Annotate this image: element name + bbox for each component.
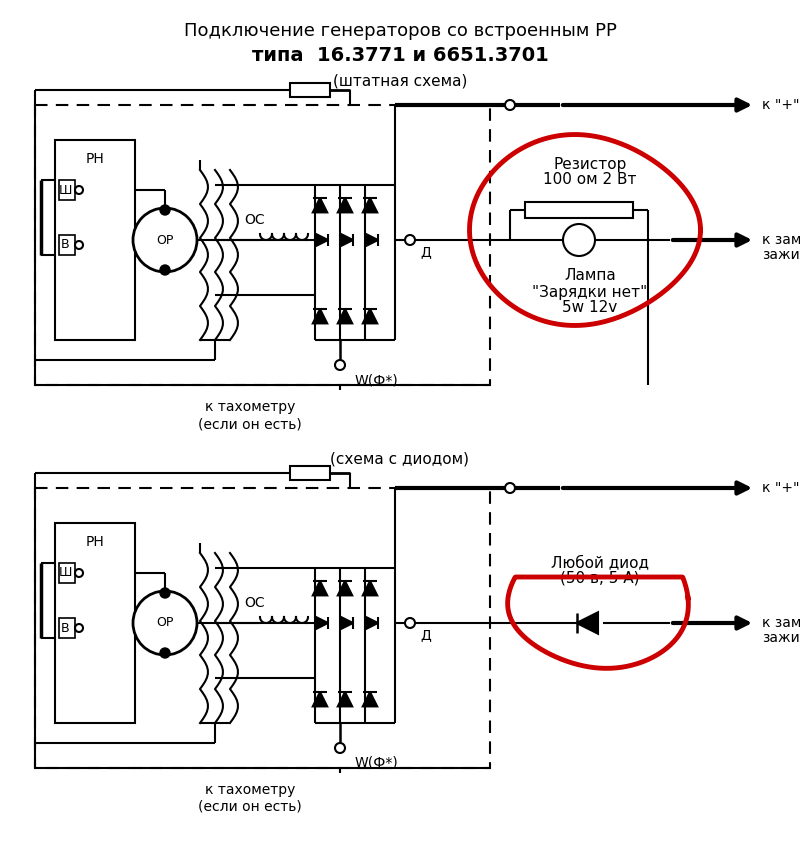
Text: Д: Д	[420, 245, 430, 259]
Bar	[290, 466, 330, 480]
Text: "Зарядки нет": "Зарядки нет"	[532, 284, 648, 300]
Circle shape	[75, 186, 83, 194]
Circle shape	[505, 483, 515, 493]
Text: к "+" АКБ: к "+" АКБ	[762, 481, 800, 495]
Polygon shape	[338, 692, 352, 706]
Circle shape	[505, 100, 515, 110]
Text: (если он есть): (если он есть)	[198, 417, 302, 431]
Circle shape	[75, 624, 83, 632]
Polygon shape	[365, 617, 378, 630]
Polygon shape	[338, 198, 352, 213]
Text: (штатная схема): (штатная схема)	[333, 74, 467, 89]
Bar	[35, 105, 490, 385]
Text: Любой диод: Любой диод	[551, 556, 649, 570]
Polygon shape	[315, 617, 328, 630]
Polygon shape	[313, 309, 327, 323]
Polygon shape	[365, 234, 378, 247]
Text: (схема с диодом): (схема с диодом)	[330, 452, 470, 467]
Polygon shape	[313, 692, 327, 706]
Text: В: В	[61, 621, 70, 635]
Text: В: В	[61, 238, 70, 252]
Circle shape	[335, 743, 345, 753]
Text: 100 ом 2 Вт: 100 ом 2 Вт	[543, 173, 637, 187]
Bar	[59, 618, 75, 638]
Text: зажигания: зажигания	[762, 248, 800, 262]
Circle shape	[405, 618, 415, 628]
Polygon shape	[338, 581, 352, 596]
Circle shape	[405, 235, 415, 245]
Polygon shape	[363, 581, 378, 596]
Polygon shape	[363, 692, 378, 706]
Circle shape	[563, 224, 595, 256]
Text: Д: Д	[420, 628, 430, 642]
Polygon shape	[338, 309, 352, 323]
Text: Лампа: Лампа	[564, 267, 616, 283]
Polygon shape	[340, 234, 353, 247]
Text: к тахометру: к тахометру	[205, 783, 295, 797]
Bar	[35, 488, 490, 768]
Polygon shape	[315, 234, 328, 247]
Polygon shape	[577, 613, 598, 633]
Text: W(Ф*): W(Ф*)	[355, 756, 398, 770]
Bar	[525, 202, 633, 218]
Text: к "+" АКБ: к "+" АКБ	[762, 98, 800, 112]
Polygon shape	[363, 198, 378, 213]
Text: РН: РН	[86, 152, 104, 166]
Polygon shape	[313, 198, 327, 213]
Text: (если он есть): (если он есть)	[198, 800, 302, 814]
Text: W(Ф*): W(Ф*)	[355, 373, 398, 387]
Circle shape	[335, 360, 345, 370]
Text: ОС: ОС	[245, 213, 266, 227]
Polygon shape	[363, 309, 378, 323]
Text: (50 в, 5 А): (50 в, 5 А)	[560, 570, 640, 585]
Circle shape	[160, 588, 170, 598]
Text: ОР: ОР	[156, 616, 174, 630]
Bar	[55, 523, 135, 723]
Bar	[59, 563, 75, 583]
Polygon shape	[313, 581, 327, 596]
Bar	[59, 180, 75, 200]
Text: Ш: Ш	[58, 567, 72, 580]
Text: Подключение генераторов со встроенным РР: Подключение генераторов со встроенным РР	[183, 22, 617, 40]
Circle shape	[133, 591, 197, 655]
Text: к замку: к замку	[762, 233, 800, 247]
Text: РН: РН	[86, 535, 104, 549]
Text: Ш: Ш	[58, 184, 72, 197]
Circle shape	[75, 241, 83, 249]
Text: к замку: к замку	[762, 616, 800, 630]
Text: ОР: ОР	[156, 233, 174, 247]
Text: зажигания: зажигания	[762, 631, 800, 645]
Bar	[290, 83, 330, 97]
Text: ОС: ОС	[245, 596, 266, 610]
Bar	[59, 235, 75, 255]
Circle shape	[160, 265, 170, 275]
Circle shape	[160, 648, 170, 658]
Circle shape	[133, 208, 197, 272]
Text: 5w 12v: 5w 12v	[562, 300, 618, 315]
Bar	[55, 140, 135, 340]
Text: типа  16.3771 и 6651.3701: типа 16.3771 и 6651.3701	[252, 46, 548, 65]
Circle shape	[75, 569, 83, 577]
Polygon shape	[340, 617, 353, 630]
Text: к тахометру: к тахометру	[205, 400, 295, 414]
Circle shape	[160, 205, 170, 215]
Text: Резистор: Резистор	[554, 157, 626, 173]
